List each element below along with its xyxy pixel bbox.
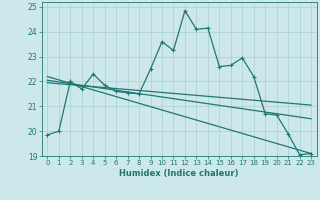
X-axis label: Humidex (Indice chaleur): Humidex (Indice chaleur) (119, 169, 239, 178)
